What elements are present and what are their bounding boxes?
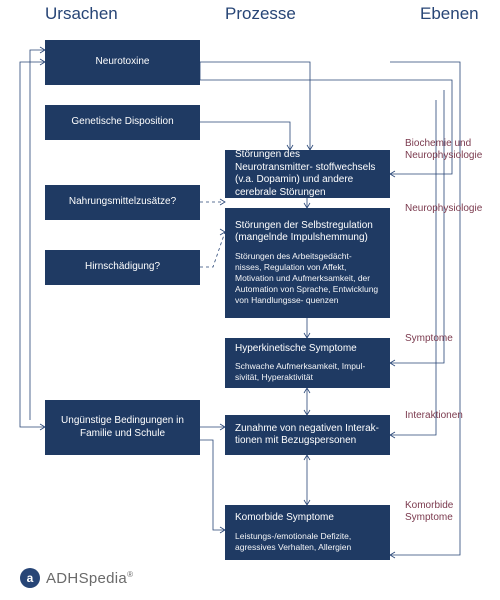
arrow-3 bbox=[200, 232, 225, 267]
node-title: Hyperkinetische Symptome bbox=[235, 343, 380, 356]
header-processes: Prozesse bbox=[225, 4, 296, 24]
node-title: Ungünstige Bedingungen in Familie und Sc… bbox=[55, 415, 190, 440]
node-genetisch: Genetische Disposition bbox=[45, 105, 200, 140]
arrow-0 bbox=[200, 62, 310, 150]
node-zunahme: Zunahme von negativen Interak- tionen mi… bbox=[225, 415, 390, 455]
node-title: Komorbide Symptome bbox=[235, 512, 380, 525]
level-label-neurophys: Neurophysiologie bbox=[405, 203, 482, 215]
level-label-interaktion: Interaktionen bbox=[405, 410, 463, 422]
logo-suffix: pedia bbox=[89, 570, 127, 587]
node-title: Genetische Disposition bbox=[55, 116, 190, 129]
level-label-komorbid: Komorbide Symptome bbox=[405, 500, 500, 524]
arrow-1 bbox=[200, 122, 290, 150]
header-levels: Ebenen bbox=[420, 4, 479, 24]
logo: a ADHSpedia® bbox=[20, 568, 133, 588]
node-selbstregulation: Störungen der Selbstregulation (mangelnd… bbox=[225, 208, 390, 318]
node-subtitle: Störungen des Arbeitsgedächt- nisses, Re… bbox=[235, 251, 380, 306]
node-hyperkinetisch: Hyperkinetische Symptome Schwache Aufmerk… bbox=[225, 338, 390, 388]
arrow-11 bbox=[390, 62, 460, 555]
arrow-15 bbox=[30, 50, 45, 420]
node-unguenstig: Ungünstige Bedingungen in Familie und Sc… bbox=[45, 400, 200, 455]
arrow-5 bbox=[200, 440, 225, 530]
node-nahrung: Nahrungsmittelzusätze? bbox=[45, 185, 200, 220]
node-komorbid: Komorbide Symptome Leistungs-/emotionale … bbox=[225, 505, 390, 560]
node-subtitle: Leistungs-/emotionale Defizite, agressiv… bbox=[235, 531, 380, 553]
logo-text: ADHSpedia® bbox=[46, 570, 133, 587]
diagram-stage: Ursachen Prozesse Ebenen a ADHSpedia® Ne… bbox=[0, 0, 500, 600]
node-title: Störungen des Neurotransmitter- stoffwec… bbox=[235, 149, 380, 199]
node-title: Neurotoxine bbox=[55, 56, 190, 69]
node-stoerungen_neuro: Störungen des Neurotransmitter- stoffwec… bbox=[225, 150, 390, 198]
level-label-biochemie: Biochemie und Neurophysiologie bbox=[405, 138, 482, 162]
node-hirn: Hirnschädigung? bbox=[45, 250, 200, 285]
node-title: Zunahme von negativen Interak- tionen mi… bbox=[235, 423, 380, 448]
node-title: Nahrungsmittelzusätze? bbox=[55, 196, 190, 209]
node-title: Hirnschädigung? bbox=[55, 261, 190, 274]
arrow-10 bbox=[20, 62, 45, 427]
logo-prefix: ADHS bbox=[46, 570, 89, 587]
arrow-13 bbox=[390, 90, 444, 363]
node-neurotoxine: Neurotoxine bbox=[45, 40, 200, 85]
level-label-symptome: Symptome bbox=[405, 333, 453, 345]
header-causes: Ursachen bbox=[45, 4, 118, 24]
node-title: Störungen der Selbstregulation (mangelnd… bbox=[235, 220, 380, 245]
logo-reg: ® bbox=[127, 570, 133, 579]
logo-icon: a bbox=[20, 568, 40, 588]
node-subtitle: Schwache Aufmerksamkeit, Impul- sivität,… bbox=[235, 361, 380, 383]
